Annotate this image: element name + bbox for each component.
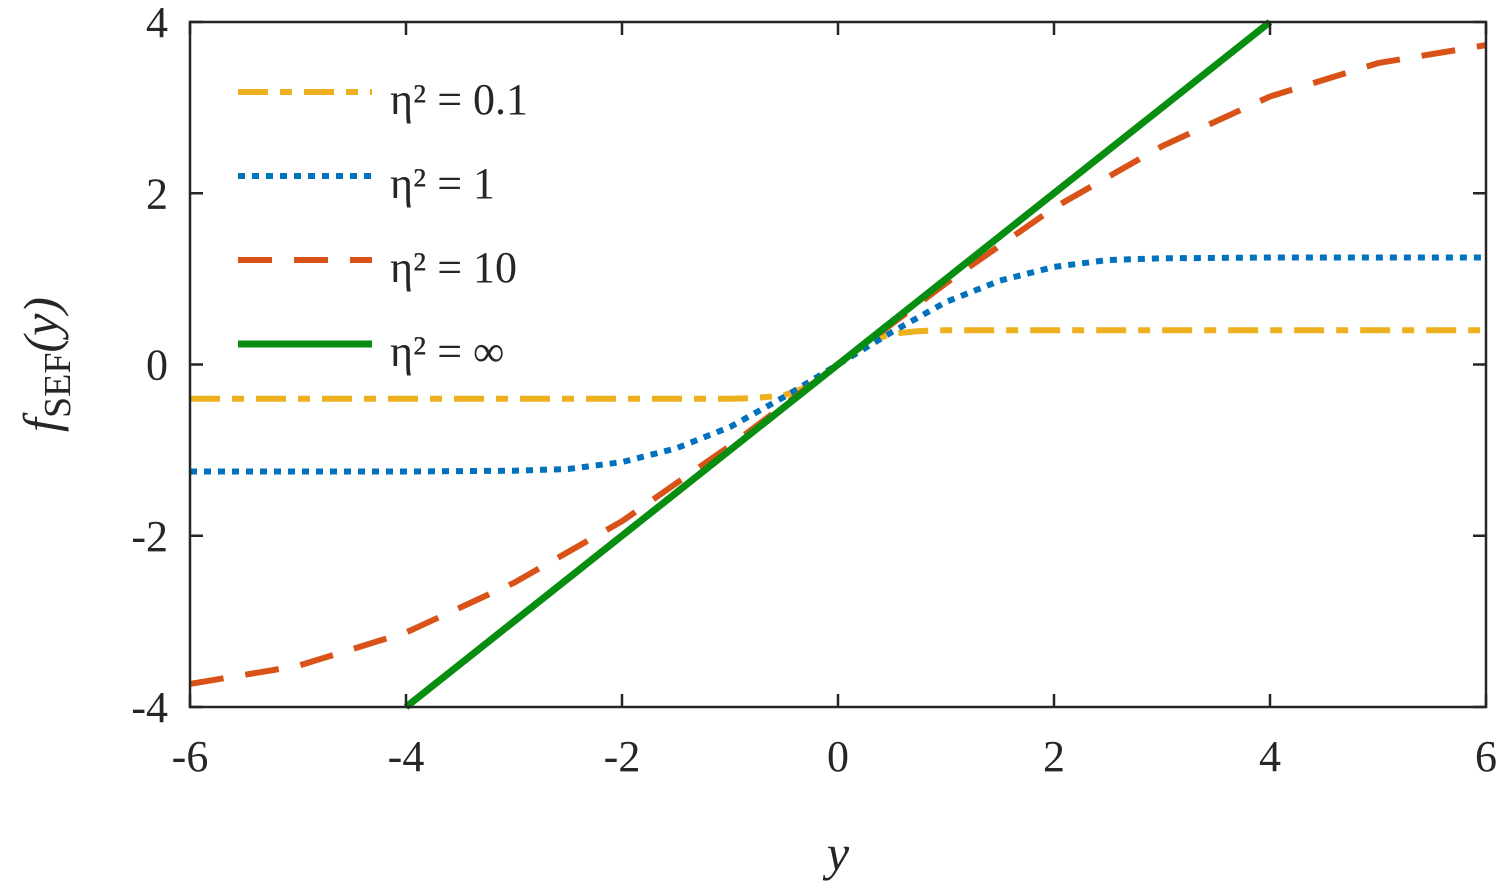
legend-label-3: η² = 10 — [390, 243, 517, 292]
series-line-4 — [403, 19, 1273, 710]
x-tick-label: 4 — [1259, 732, 1281, 781]
y-tick-label: -4 — [131, 683, 168, 732]
series-line-2 — [190, 254, 1486, 475]
x-tick-label: 6 — [1475, 732, 1497, 781]
series-line-1 — [190, 327, 1486, 402]
y-axis-title: fSEF(y) — [13, 297, 79, 432]
y-tick-label: 4 — [146, 0, 168, 47]
x-tick-label: -2 — [604, 732, 641, 781]
x-tick-label: 2 — [1043, 732, 1065, 781]
x-tick-label: -6 — [172, 732, 209, 781]
x-axis-title: y — [822, 825, 850, 881]
y-tick-label: 2 — [146, 169, 168, 218]
y-tick-label: -2 — [131, 512, 168, 561]
series-layer — [190, 19, 1486, 710]
x-tick-label: 0 — [827, 732, 849, 781]
legend-label-4: η² = ∞ — [390, 327, 504, 376]
y-tick-label: 0 — [146, 341, 168, 390]
legend-label-2: η² = 1 — [390, 159, 495, 208]
y-axis-title-subscript: SEF — [37, 353, 79, 418]
y-axis-title-argument: (y) — [13, 297, 69, 353]
legend: η² = 0.1 η² = 1 η² = 10 η² = ∞ — [238, 75, 528, 376]
x-tick-label: -4 — [388, 732, 425, 781]
legend-label-1: η² = 0.1 — [390, 75, 528, 124]
